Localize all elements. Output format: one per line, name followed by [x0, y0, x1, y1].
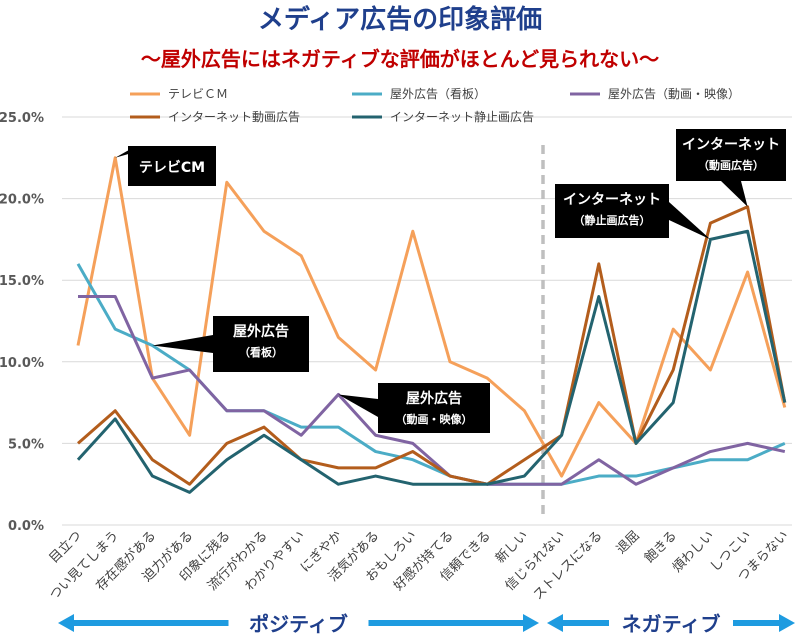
legend-label: インターネット静止画広告	[390, 110, 534, 124]
series-layer	[76, 156, 787, 494]
negative-arrow-left-head	[547, 614, 563, 632]
x-tick-label: 煩わしい	[670, 528, 717, 575]
callout-text: （動画・映像）	[396, 412, 473, 426]
negative-label: ネガティブ	[622, 612, 721, 636]
legend-layer: テレビＣＭ 屋外広告（看板） 屋外広告（動画・映像） インターネット動画広告 インターネ…	[130, 87, 740, 124]
callout-box	[128, 146, 216, 186]
positive-label: ポジティブ	[249, 612, 348, 636]
callout-layer: テレビCM 屋外広告 （看板） 屋外広告 （動画・映像） インターネット （静止画広告） イン…	[115, 129, 786, 433]
callout-text: 屋外広告	[406, 390, 462, 407]
positive-arrow-left-head	[58, 614, 74, 632]
y-tick-label: 25.0%	[0, 111, 44, 126]
y-tick-label: 0.0%	[8, 519, 44, 534]
series-line	[77, 205, 787, 486]
callout-box	[555, 184, 669, 238]
series-line	[76, 229, 787, 494]
positive-label-bg	[228, 607, 369, 637]
callout-box	[676, 129, 786, 181]
series-line	[76, 156, 787, 478]
chart-title: メディア広告の印象評価	[258, 4, 542, 35]
y-tick-label: 5.0%	[8, 437, 44, 452]
callout-box	[378, 383, 490, 433]
legend-label: 屋外広告（動画・映像）	[608, 87, 740, 101]
callout-pointer	[669, 202, 711, 240]
callout-text: （静止画広告）	[574, 213, 651, 227]
callout-pointer	[152, 335, 213, 353]
bottom-layer: ポジティブ ネガティブ	[58, 607, 795, 637]
callout-text: 屋外広告	[233, 323, 289, 340]
callout-text: インターネット	[682, 137, 780, 153]
negative-label-bg	[609, 607, 733, 637]
callout-text: （看板）	[239, 345, 283, 359]
callout-pointer	[721, 181, 748, 207]
negative-arrow-right-head	[779, 614, 795, 632]
callout-text: （動画広告）	[698, 158, 764, 172]
y-tick-label: 15.0%	[0, 274, 44, 289]
grid-layer	[62, 116, 792, 526]
y-tick-label: 20.0%	[0, 193, 44, 208]
callout-text: テレビCM	[139, 160, 205, 176]
series-line	[78, 295, 786, 486]
legend-label: インターネット動画広告	[168, 110, 300, 124]
callout-text: インターネット	[563, 192, 661, 208]
chart-subtitle: ～屋外広告にはネガティブな評価がほとんど見られない～	[141, 47, 659, 71]
x-tick-label: ストレスになる	[531, 528, 606, 603]
callout-pointer	[338, 394, 378, 417]
legend-label: テレビＣＭ	[168, 87, 228, 101]
legend-label: 屋外広告（看板）	[390, 87, 486, 101]
x-tick-label: 退屈	[614, 528, 643, 557]
y-tick-label: 10.0%	[0, 356, 44, 371]
callout-box	[213, 316, 309, 372]
positive-arrow-right-head	[523, 614, 539, 632]
